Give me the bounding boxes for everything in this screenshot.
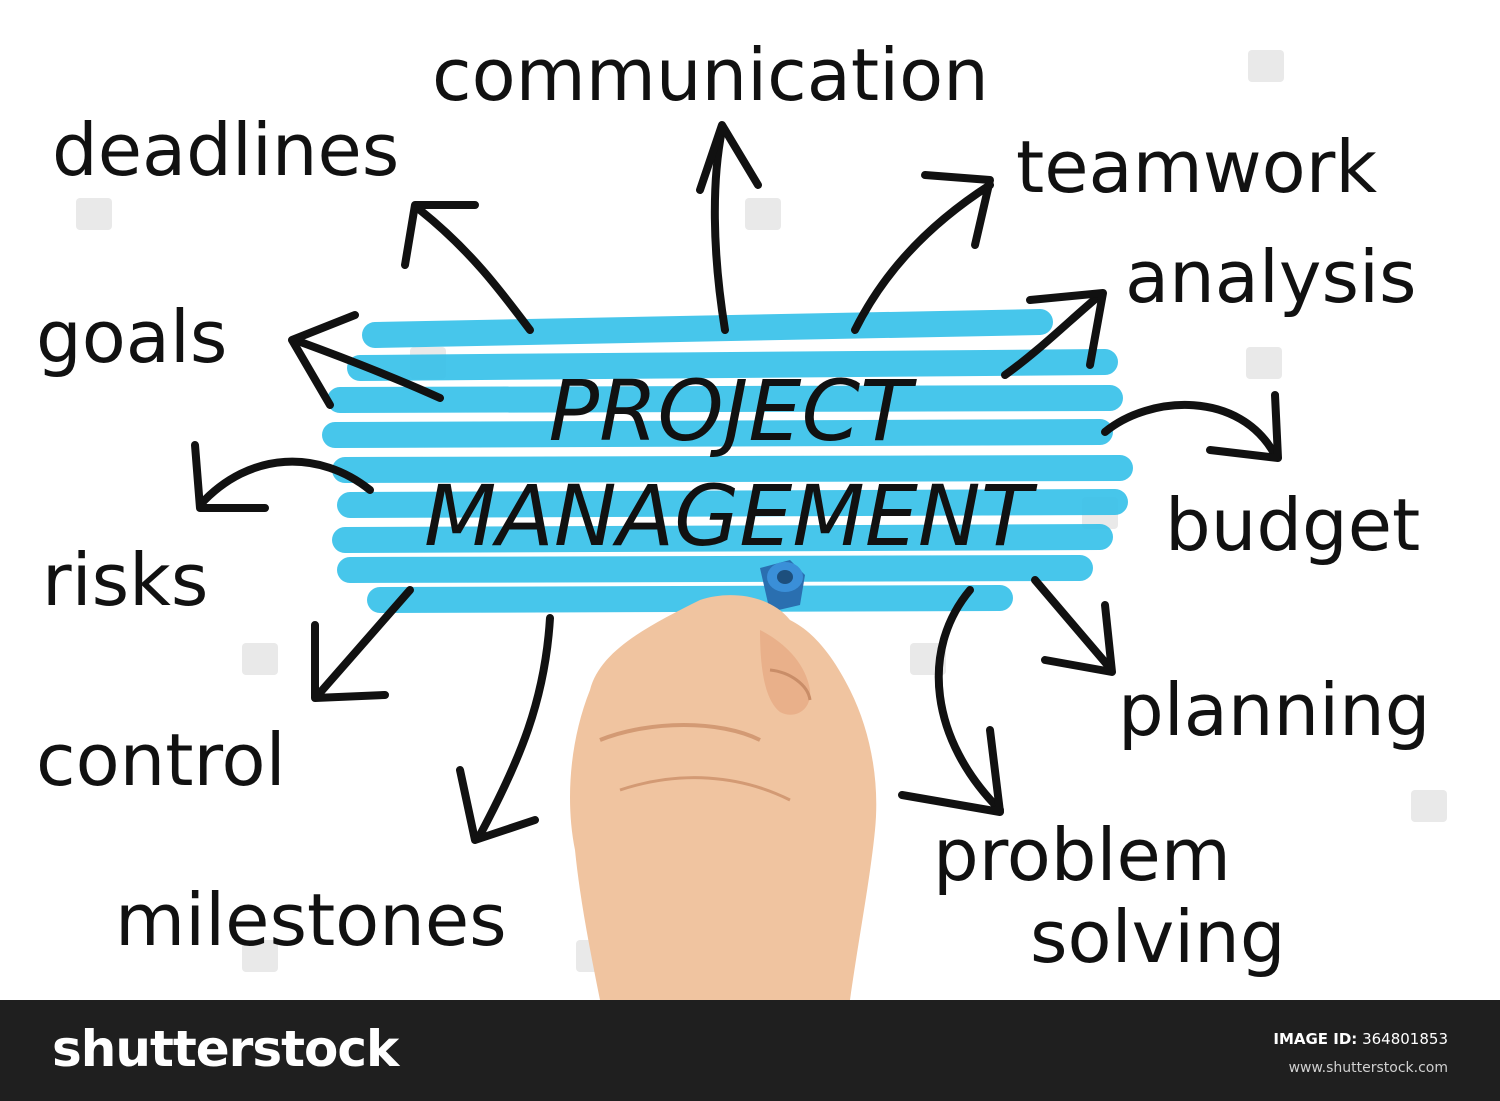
mind-map-diagram: PROJECT MANAGEMENT	[36, 33, 1447, 1000]
highlighter-strokes	[322, 309, 1133, 613]
stock-footer-bar: shutterstock IMAGE ID: 364801853 www.shu…	[0, 1000, 1500, 1101]
term-planning: planning	[1118, 668, 1430, 752]
term-communication: communication	[432, 33, 989, 117]
hand-with-marker-image	[570, 560, 877, 1000]
image-id-value: 364801853	[1362, 1030, 1448, 1048]
term-goals: goals	[36, 295, 227, 379]
term-milestones: milestones	[115, 878, 507, 962]
term-risks: risks	[42, 538, 208, 622]
center-title-line1: PROJECT	[549, 362, 918, 460]
arrows	[191, 121, 1282, 844]
center-title-line2: MANAGEMENT	[424, 467, 1038, 565]
term-teamwork: teamwork	[1016, 125, 1377, 209]
term-control: control	[36, 718, 286, 802]
image-id-line: IMAGE ID: 364801853	[1273, 1030, 1448, 1048]
term-problem: problem	[933, 813, 1231, 897]
term-solving: solving	[1030, 895, 1286, 979]
image-id-label: IMAGE ID:	[1273, 1030, 1358, 1048]
term-deadlines: deadlines	[52, 108, 399, 192]
shutterstock-logo: shutterstock	[52, 1020, 399, 1078]
footer-url: www.shutterstock.com	[1288, 1060, 1448, 1076]
term-budget: budget	[1165, 483, 1420, 567]
term-analysis: analysis	[1125, 235, 1417, 319]
term-labels: communication deadlines teamwork analysi…	[36, 33, 1430, 979]
